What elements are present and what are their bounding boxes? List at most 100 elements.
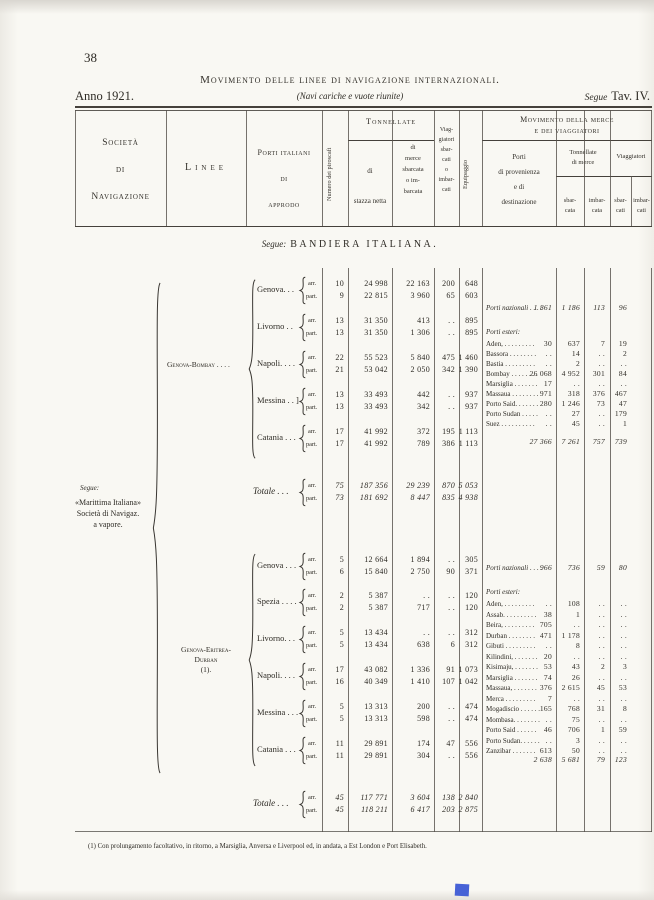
- tonnage-cell: 312: [465, 640, 478, 649]
- mov-cell: . .: [573, 620, 580, 629]
- mov-cell: 8: [575, 641, 580, 650]
- mov-row-label: Aden, . . . . . . . . .: [486, 600, 535, 608]
- mov-cell: 108: [567, 599, 580, 608]
- column-rule: [651, 110, 652, 226]
- tonnage-cell: 1 113: [458, 439, 478, 448]
- tonnage-cell: 556: [465, 751, 478, 760]
- column-rule: [322, 110, 323, 226]
- mov-cell: . .: [598, 419, 605, 428]
- mov-cell: 53: [618, 683, 627, 692]
- totale-brace: [299, 479, 306, 506]
- mov-cell: 8: [622, 704, 627, 713]
- port-name: Genova . . .: [257, 560, 297, 570]
- arr-label: arr.: [308, 482, 317, 489]
- tonnage-cell: 5: [339, 555, 344, 564]
- totale-cell: 45: [335, 805, 344, 814]
- mov-cell: 14: [571, 349, 580, 358]
- mov-cell: . .: [598, 693, 605, 703]
- tonnage-cell: 24 998: [364, 279, 388, 288]
- tonnage-cell: 22 815: [364, 291, 388, 300]
- totale-cell: 118 211: [361, 805, 388, 814]
- rule-table-bottom: [75, 831, 652, 832]
- rule-under-merce-viagg: [556, 176, 652, 177]
- mov-total-cell: 7 261: [561, 437, 580, 446]
- mov-row-label: Mogadiscio . . . . . .: [486, 705, 541, 713]
- mov-row-label: Porto Sudan . . . . .: [486, 410, 538, 418]
- mov-cell: 7: [600, 339, 605, 348]
- mov-cell: . .: [620, 714, 627, 724]
- mov-cell: . .: [545, 641, 552, 650]
- mov-national-cell: 96: [618, 303, 627, 312]
- line-brace-1: [248, 278, 256, 460]
- tonnage-cell: 937: [465, 402, 478, 411]
- mov-cell: 3: [575, 735, 580, 745]
- totale-cell: 187 356: [359, 481, 388, 490]
- column-rule: [166, 110, 167, 226]
- port-brace: [299, 737, 306, 764]
- tonnage-cell: 2: [339, 591, 344, 600]
- company-segue: Segue:: [80, 484, 100, 492]
- tonnage-cell: . .: [448, 628, 455, 637]
- totale-cell: 73: [335, 493, 344, 502]
- tonnage-cell: 16: [335, 677, 344, 686]
- totale-cell: 2 840: [458, 793, 478, 802]
- mov-row-label: Massaua . . . . . . . .: [486, 390, 539, 398]
- tonnage-cell: . .: [448, 328, 455, 337]
- tonnage-cell: 1 073: [458, 665, 478, 674]
- mov-cell: . .: [620, 620, 627, 629]
- tonnage-cell: 31 350: [364, 316, 388, 325]
- port-brace: [299, 351, 306, 378]
- col-header-viaggiatori: Viag- giatori sbar- cati o imbar- cati: [438, 127, 455, 193]
- tonnage-cell: 1 390: [458, 365, 478, 374]
- mov-cell: 26 068: [529, 369, 552, 378]
- mov-cell: . .: [620, 693, 627, 703]
- mov-cell: . .: [620, 630, 627, 640]
- tonnage-cell: 556: [465, 739, 478, 748]
- mov-row-label: Bassora . . . . . . . .: [486, 350, 537, 358]
- page-subtitle: (Navi cariche e vuote riunite): [296, 91, 404, 101]
- port-brace: [299, 314, 306, 341]
- mov-cell: . .: [573, 693, 580, 703]
- mov-cell: . .: [598, 379, 605, 388]
- mov-cell: 2: [575, 359, 580, 368]
- tonnage-cell: 41 992: [364, 427, 388, 436]
- tonnage-cell: 304: [417, 751, 430, 760]
- mov-cell: . .: [545, 735, 552, 745]
- mov-cell: 43: [571, 662, 580, 671]
- mov-cell: . .: [598, 651, 605, 661]
- col-header-stazza: di stazza netta: [353, 167, 387, 205]
- mov-cell: 26: [571, 672, 580, 682]
- mov-cell: 376: [592, 389, 605, 398]
- tonnage-cell: 200: [442, 279, 455, 288]
- tonnage-cell: 648: [465, 279, 478, 288]
- tonnage-cell: 55 523: [364, 353, 388, 362]
- mov-cell: 1: [622, 419, 627, 428]
- mov-cell: . .: [598, 409, 605, 418]
- mov-total-cell: 79: [596, 755, 605, 764]
- port-name: Messina . . ]: [257, 395, 299, 405]
- part-label: part.: [306, 753, 318, 760]
- mov-cell: 2: [622, 349, 627, 358]
- tonnage-cell: 5 387: [368, 603, 388, 612]
- year-label: Anno 1921.: [75, 89, 135, 103]
- tonnage-cell: 43 082: [364, 665, 388, 674]
- tonnage-cell: . .: [448, 555, 455, 564]
- line-label-genova-eritrea-durban: Genova-Eritrea- Durban (1).: [181, 645, 231, 674]
- arr-label: arr.: [308, 629, 317, 636]
- mov-cell: . .: [598, 620, 605, 629]
- totale-cell: 29 239: [406, 481, 430, 490]
- mov-national-cell: 80: [618, 563, 627, 572]
- tonnage-cell: 1 042: [458, 677, 478, 686]
- mov-cell: . .: [573, 379, 580, 388]
- part-label: part.: [306, 605, 318, 612]
- mov-cell: 20: [543, 651, 552, 661]
- mov-cell: 1 246: [561, 399, 580, 408]
- line-label-genova-bombay: Genova-Bombay . . . .: [167, 360, 230, 369]
- mov-row-label: Marsiglia . . . . . . .: [486, 673, 538, 682]
- mov-cell: 3: [622, 662, 627, 671]
- col-header-tonn-merce: Tonnellate di merce: [569, 149, 597, 166]
- column-rule: [75, 110, 76, 226]
- rule-under-tonnellate: [348, 140, 434, 141]
- mov-national-label: Porti nazionali . . . .: [486, 304, 543, 312]
- tonnage-cell: 65: [446, 291, 455, 300]
